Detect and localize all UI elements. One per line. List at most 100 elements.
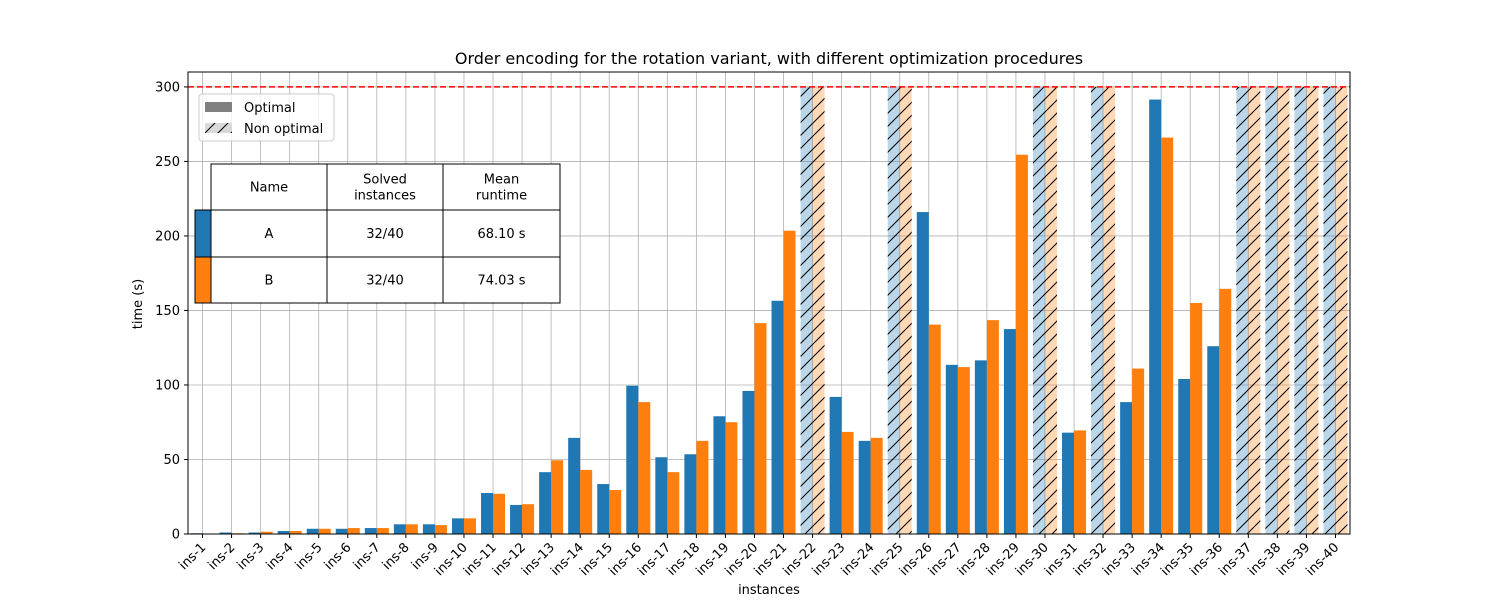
bar-fill xyxy=(522,504,535,534)
bar xyxy=(742,390,755,534)
bar xyxy=(580,469,593,534)
bar xyxy=(1132,368,1145,534)
y-tick-label: 50 xyxy=(163,453,180,468)
bar xyxy=(609,490,622,534)
bar xyxy=(318,528,331,534)
table-header: Solved xyxy=(363,173,407,188)
bar xyxy=(945,364,958,534)
bar xyxy=(364,528,377,534)
bar xyxy=(568,437,581,534)
bar-fill xyxy=(277,531,290,534)
table-cell-text: 32/40 xyxy=(366,227,403,242)
bar-fill xyxy=(638,402,651,534)
bar-fill xyxy=(655,457,668,534)
table-header: Mean xyxy=(484,173,519,188)
bar-fill xyxy=(289,531,302,534)
x-tick-label: ins-3 xyxy=(235,540,268,573)
bar-hatch xyxy=(1236,86,1249,534)
bar xyxy=(1161,137,1174,534)
bar xyxy=(463,518,476,534)
bar xyxy=(306,528,319,534)
bar xyxy=(289,531,302,534)
bar xyxy=(405,524,418,534)
bar xyxy=(957,367,970,534)
x-tick-label: ins-5 xyxy=(293,540,326,573)
bar-fill xyxy=(376,528,389,534)
bar-fill xyxy=(626,385,639,534)
x-tick-label: ins-4 xyxy=(264,540,297,573)
bar-fill xyxy=(771,300,784,534)
bar-hatch xyxy=(1091,86,1104,534)
y-tick-label: 100 xyxy=(155,378,180,393)
bar-fill xyxy=(335,528,348,534)
bar xyxy=(1219,288,1232,534)
bar-fill xyxy=(684,454,697,534)
bar-fill xyxy=(1219,288,1232,534)
bar-hatch xyxy=(1323,86,1336,534)
table-cell-text: B xyxy=(265,274,274,289)
bar xyxy=(713,416,726,534)
bar xyxy=(1103,86,1116,534)
bar-fill xyxy=(667,472,680,534)
legend: Optimal Non optimal xyxy=(198,93,335,142)
bar xyxy=(754,323,767,534)
bar-hatch xyxy=(1277,86,1290,534)
bar xyxy=(829,396,842,534)
legend-box xyxy=(198,93,335,142)
bar xyxy=(928,324,941,534)
x-tick-label: ins-8 xyxy=(380,540,413,573)
bar-hatch xyxy=(1248,86,1261,534)
table-background xyxy=(211,164,560,303)
y-tick-label: 150 xyxy=(155,304,180,319)
bar-fill xyxy=(1015,154,1028,535)
bar-fill xyxy=(551,460,564,534)
bar-hatch xyxy=(887,86,900,534)
bar xyxy=(1032,86,1045,534)
bar-fill xyxy=(957,367,970,534)
bar-fill xyxy=(1074,430,1087,534)
bar-hatch xyxy=(1032,86,1045,534)
bar xyxy=(1149,99,1162,534)
bar xyxy=(1248,86,1261,534)
bar-fill xyxy=(318,528,331,534)
bar xyxy=(1120,402,1133,534)
bar-fill xyxy=(580,469,593,534)
bar-fill xyxy=(725,422,738,534)
bar-fill xyxy=(858,440,871,534)
bar xyxy=(1306,86,1319,534)
bar xyxy=(1003,329,1016,534)
y-axis-label: time (s) xyxy=(131,279,146,329)
bar-fill xyxy=(829,396,842,534)
x-tick-label: ins-6 xyxy=(322,540,355,573)
bar-fill xyxy=(434,525,447,534)
bar xyxy=(539,472,552,534)
bar-fill xyxy=(841,431,854,534)
y-tick-label: 200 xyxy=(155,229,180,244)
bar-hatch xyxy=(800,86,813,534)
bar-fill xyxy=(1207,346,1220,534)
bar xyxy=(1236,86,1249,534)
bar-fill xyxy=(986,320,999,534)
bar-fill xyxy=(219,532,232,534)
bar-fill xyxy=(248,532,261,534)
bar xyxy=(434,525,447,534)
bar xyxy=(899,86,912,534)
bar-fill xyxy=(713,416,726,534)
bar xyxy=(626,385,639,534)
bar xyxy=(1265,86,1278,534)
bar xyxy=(1074,430,1087,534)
bar-fill xyxy=(568,437,581,534)
bar-fill xyxy=(1003,329,1016,534)
legend-swatch-hatch xyxy=(205,123,232,133)
bar-fill xyxy=(1120,402,1133,534)
bar xyxy=(1277,86,1290,534)
bar-fill xyxy=(347,528,360,534)
bar-fill xyxy=(364,528,377,534)
bar xyxy=(870,437,883,534)
bar-fill xyxy=(1132,368,1145,534)
bar-hatch xyxy=(1103,86,1116,534)
table-cell-text: 74.03 s xyxy=(477,274,525,289)
bar xyxy=(858,440,871,534)
table-cell-text: 32/40 xyxy=(366,274,403,289)
